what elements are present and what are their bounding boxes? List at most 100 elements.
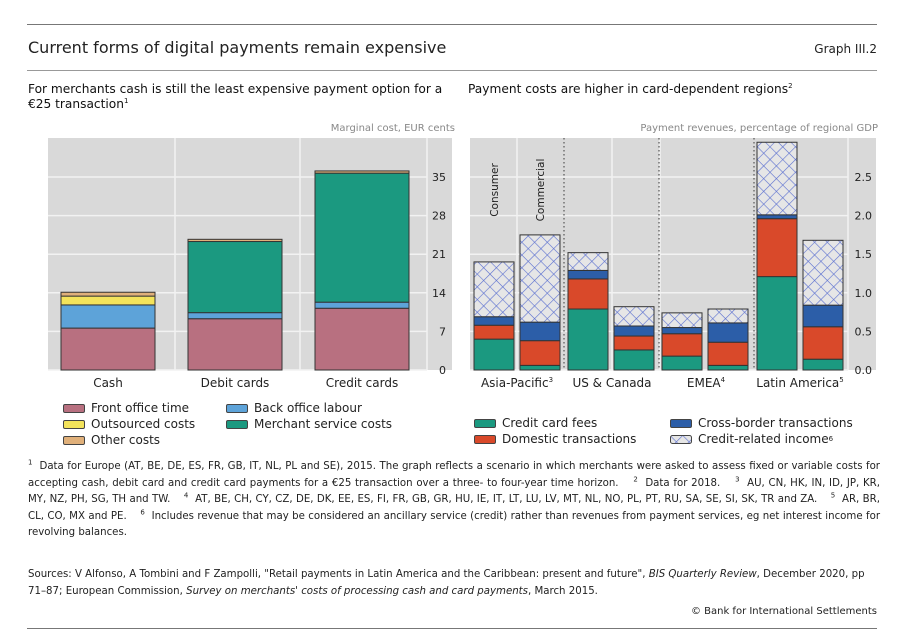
y-tick-label: 1.5 xyxy=(855,248,873,261)
right-y-axis-label: Payment revenues, percentage of regional… xyxy=(640,123,878,134)
left-y-axis-label: Marginal cost, EUR cents xyxy=(330,123,455,134)
bar-segment-merchant-service-costs xyxy=(314,172,410,303)
legend-label: Outsourced costs xyxy=(91,417,196,431)
right-chart: 0.0 0.5 1.0 1.5 2.0 2.5 Consumer Commercial Asia… xyxy=(470,138,876,390)
x-group-label: EMEA4 xyxy=(687,376,726,390)
bar-segment-other-costs xyxy=(187,238,283,243)
bar-segment-credit-related-income xyxy=(519,234,561,323)
legend-item-cross-border-transactions: Cross-border transactions xyxy=(670,416,853,430)
y-tick-label: 14 xyxy=(432,287,446,300)
bar-segment-cross-border-transactions xyxy=(567,269,609,280)
y-tick-label: 35 xyxy=(432,171,446,184)
footnote-4: AT, BE, CH, CY, CZ, DE, DK, EE, ES, FI, … xyxy=(195,494,818,505)
bar-segment-credit-card-fees xyxy=(756,276,798,371)
bar-segment-other-costs xyxy=(314,170,410,174)
bar-segment-domestic-transactions xyxy=(473,324,515,340)
bar-segment-domestic-transactions xyxy=(613,335,655,351)
x-tick-label: Credit cards xyxy=(326,376,398,390)
bar-segment-domestic-transactions xyxy=(519,340,561,366)
graph-title: Current forms of digital payments remain… xyxy=(28,38,447,57)
x-group-label: Latin America5 xyxy=(756,376,843,390)
footnote-marker: 4 xyxy=(721,376,726,384)
bar-segment-cross-border-transactions xyxy=(756,214,798,220)
bar-segment-cross-border-transactions xyxy=(707,322,749,343)
bar-segment-merchant-service-costs xyxy=(187,241,283,314)
legend-swatch xyxy=(226,419,248,429)
footnote-marker: 3 xyxy=(549,376,553,384)
bottom-rule xyxy=(27,628,877,629)
bar-segment-credit-card-fees xyxy=(661,355,703,371)
bar-segment-domestic-transactions xyxy=(567,278,609,310)
y-tick-label: 0.0 xyxy=(855,364,873,377)
bar-segment-credit-related-income xyxy=(567,252,609,271)
footnote-3: AU, CN, HK, IN, ID, JP, KR, MY, NZ, PH, … xyxy=(28,477,880,506)
bar-annotation-commercial: Commercial xyxy=(535,159,547,222)
footnote-mark-2: 2 xyxy=(633,475,638,484)
top-rule xyxy=(27,24,877,25)
bar-segment-front-office-time xyxy=(60,327,156,371)
y-tick-label: 28 xyxy=(432,210,446,223)
sources-middle: , December 2020, pp 71–87; European Comm… xyxy=(28,569,865,597)
footnote-mark-5: 5 xyxy=(830,491,836,500)
footnote-1: Data for Europe (AT, BE, DE, ES, FR, GB,… xyxy=(28,461,880,489)
footnote-mark-1: 1 xyxy=(28,458,33,467)
bar-segment-cross-border-transactions xyxy=(661,327,703,335)
footnote-mark-3: 3 xyxy=(735,475,740,484)
bar-segment-credit-related-income xyxy=(707,308,749,324)
bar-segment-credit-card-fees xyxy=(613,349,655,371)
left-legend: Front office time Back office labour Out… xyxy=(63,401,463,451)
legend-label: Domestic transactions xyxy=(502,432,637,446)
bar-segment-domestic-transactions xyxy=(707,341,749,366)
legend-item-outsourced-costs: Outsourced costs xyxy=(63,417,195,431)
legend-item-other-costs: Other costs xyxy=(63,433,160,447)
copyright: © Bank for International Settlements xyxy=(690,606,877,617)
bar-segment-front-office-time xyxy=(314,307,410,371)
bar-segment-credit-related-income xyxy=(473,261,515,318)
x-group-label: US & Canada xyxy=(572,376,651,390)
footnote-5: AR, BR, CL, CO, MX and PE. xyxy=(28,494,880,522)
y-tick-label: 21 xyxy=(432,248,446,261)
legend-label: Other costs xyxy=(91,433,161,447)
left-chart: 0 7 14 21 28 35 Cash Debit cards Credit cards xyxy=(48,138,452,390)
x-group-label-text: Latin America xyxy=(756,376,839,390)
bar-segment-credit-related-income xyxy=(661,312,703,329)
bar-segment-cross-border-transactions xyxy=(473,316,515,326)
legend-item-domestic-transactions: Domestic transactions xyxy=(474,432,636,446)
right-panel-title-text: Payment costs are higher in card-depende… xyxy=(468,82,789,96)
bar-segment-cross-border-transactions xyxy=(613,325,655,337)
footnote-marker: 5 xyxy=(839,376,843,384)
bar-segment-credit-card-fees xyxy=(473,338,515,371)
bar-segment-cross-border-transactions xyxy=(519,321,561,342)
bar-segment-credit-related-income xyxy=(756,141,798,216)
legend-item-credit-card-fees: Credit card fees xyxy=(474,416,597,430)
y-tick-label: 0.5 xyxy=(855,325,873,338)
bar-segment-credit-card-fees xyxy=(519,364,561,371)
graph-number: Graph III.2 xyxy=(814,42,877,56)
legend-swatch xyxy=(63,435,85,445)
x-group-label-text: EMEA xyxy=(687,376,722,390)
x-tick-label: Cash xyxy=(93,376,123,390)
x-group-label: Asia-Pacific3 xyxy=(481,376,553,390)
y-tick-label: 1.0 xyxy=(855,287,873,300)
x-group-label-text: Asia-Pacific xyxy=(481,376,549,390)
bar-segment-credit-card-fees xyxy=(567,308,609,371)
legend-label: Front office time xyxy=(91,401,190,415)
bar-segment-credit-card-fees xyxy=(707,364,749,371)
legend-label: Merchant service costs xyxy=(254,417,393,431)
legend-item-credit-related-income: Credit-related income 6 xyxy=(670,432,833,446)
legend-label: Back office labour xyxy=(254,401,362,415)
x-group-label-text: US & Canada xyxy=(572,376,651,390)
bar-segment-domestic-transactions xyxy=(661,333,703,357)
legend-label: Credit-related income xyxy=(698,432,829,446)
right-panel-title: Payment costs are higher in card-depende… xyxy=(468,82,888,97)
left-panel-title-text: For merchants cash is still the least ex… xyxy=(28,82,443,111)
y-tick-label: 2.5 xyxy=(855,171,873,184)
sources-prefix: Sources: V Alfonso, A Tombini and F Zamp… xyxy=(28,569,646,580)
legend-item-back-office-labour: Back office labour xyxy=(226,401,362,415)
x-tick-label: Debit cards xyxy=(201,376,270,390)
footnote-2: Data for 2018. xyxy=(645,477,721,489)
legend-swatch xyxy=(63,419,85,429)
legend-swatch xyxy=(226,403,248,413)
y-tick-label: 2.0 xyxy=(855,210,873,223)
title-rule xyxy=(27,70,877,71)
